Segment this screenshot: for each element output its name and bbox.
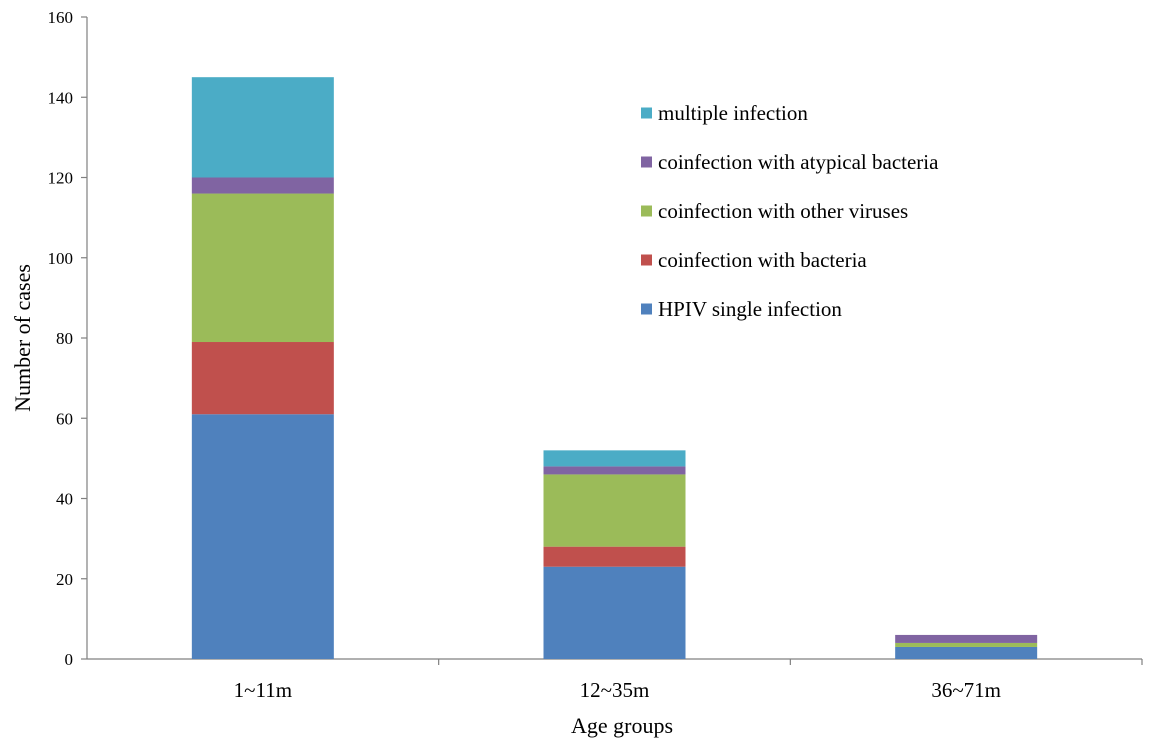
y-tick-label: 140: [48, 88, 74, 107]
y-tick-label: 0: [65, 650, 74, 669]
y-axis-title: Number of cases: [10, 264, 35, 412]
bar-segment: [543, 450, 686, 467]
bar-segment: [191, 177, 334, 194]
bar-segment: [895, 634, 1038, 643]
legend-swatch: [641, 303, 652, 315]
y-tick-label: 160: [48, 8, 74, 27]
tick-labels: 0 20 40 60 80 100 120 140 160 1~11m 12~35m 36~71m: [48, 8, 1002, 702]
bar-segment: [543, 466, 686, 475]
legend-label: coinfection with bacteria: [658, 248, 867, 272]
y-tick-label: 120: [48, 169, 74, 188]
bar-segment: [543, 566, 686, 659]
legend-label: coinfection with other viruses: [658, 199, 908, 223]
y-tick-label: 40: [56, 490, 73, 509]
legend-swatch: [641, 254, 652, 266]
legend-label: coinfection with atypical bacteria: [658, 150, 939, 174]
legend-swatch: [641, 107, 652, 119]
bars: [191, 77, 1038, 659]
x-tick-label: 1~11m: [234, 678, 292, 702]
y-tick-label: 20: [56, 570, 73, 589]
x-tick-label: 12~35m: [580, 678, 650, 702]
x-tick-label: 36~71m: [931, 678, 1001, 702]
bar-segment: [191, 342, 334, 415]
legend-label: multiple infection: [658, 101, 808, 125]
y-tick-label: 60: [56, 409, 73, 428]
legend-swatch: [641, 156, 652, 168]
bar-segment: [191, 193, 334, 343]
bar-segment: [543, 546, 686, 567]
y-tick-label: 80: [56, 329, 73, 348]
bar-segment: [191, 414, 334, 659]
legend-swatch: [641, 205, 652, 217]
y-tick-label: 100: [48, 249, 74, 268]
legend-label: HPIV single infection: [658, 297, 842, 321]
bar-segment: [191, 77, 334, 178]
legend: multiple infection coinfection with atypi…: [641, 101, 939, 321]
x-axis-title: Age groups: [571, 713, 673, 738]
bar-segment: [895, 646, 1038, 659]
bar-segment: [543, 474, 686, 547]
bar-segment: [895, 642, 1038, 647]
